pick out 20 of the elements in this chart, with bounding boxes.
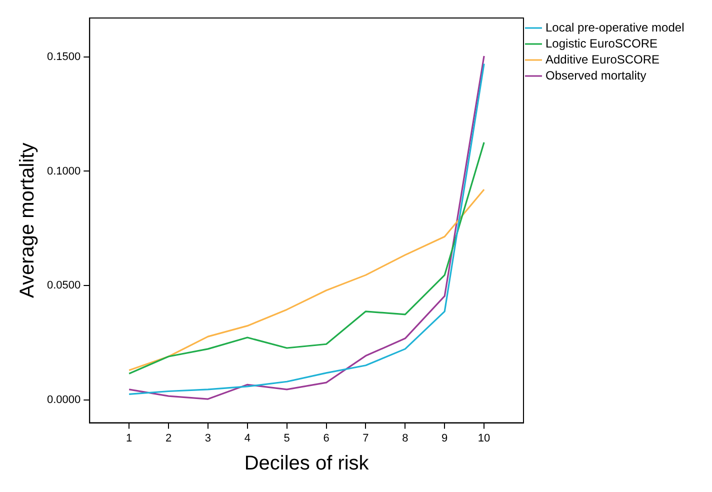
x-tick-label: 1 [126, 432, 132, 444]
legend-label: Observed mortality [546, 68, 646, 82]
y-tick-label: 0.0000 [46, 394, 81, 406]
x-tick-label: 2 [165, 432, 172, 444]
y-tick-label: 0.0500 [46, 280, 81, 292]
x-tick-label: 6 [323, 432, 330, 444]
x-tick-label: 9 [442, 432, 448, 444]
legend-label: Local pre-operative model [546, 20, 684, 34]
legend-label: Additive EuroSCORE [546, 52, 660, 66]
x-tick-label: 3 [204, 432, 212, 444]
x-tick-label: 8 [402, 432, 408, 444]
x-tick-label: 4 [244, 432, 250, 444]
x-axis-title: Deciles of risk [244, 452, 370, 475]
y-tick-label: 0.1000 [46, 165, 81, 178]
x-tick-label: 7 [362, 432, 369, 444]
legend-label: Logistic EuroSCORE [546, 36, 658, 50]
y-tick-label: 0.1500 [46, 50, 81, 63]
x-tick-label: 5 [284, 432, 290, 444]
x-tick-label: 10 [478, 432, 490, 444]
y-axis-title: Average mortality [16, 142, 39, 298]
